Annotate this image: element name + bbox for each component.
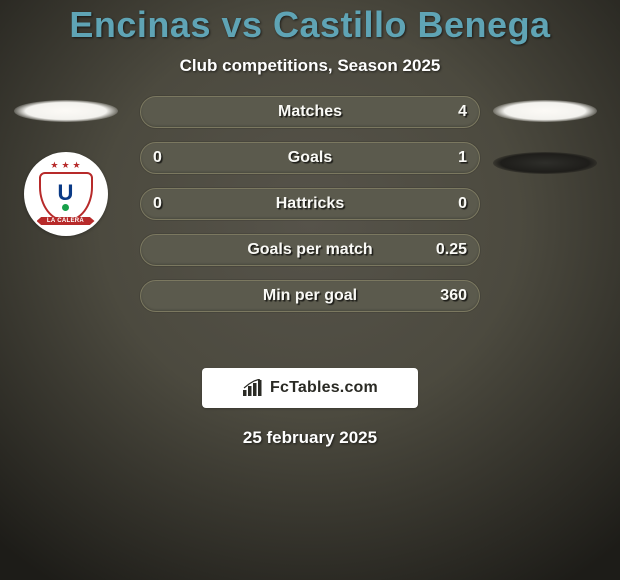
ball-icon	[62, 204, 69, 211]
stat-row: Min per goal 360	[140, 280, 480, 312]
stat-row: 0 Hattricks 0	[140, 188, 480, 220]
right-player-column	[487, 100, 602, 174]
stat-left-value: 0	[153, 143, 162, 173]
club-badge-left: ★ ★ ★ U LA CALERA	[24, 152, 108, 236]
badge-banner: LA CALERA	[37, 217, 95, 225]
stat-right-value: 4	[458, 97, 467, 127]
stat-right-value: 0.25	[436, 235, 467, 265]
stat-label: Hattricks	[276, 195, 344, 213]
star-icon: ★	[50, 161, 58, 170]
badge-letter: U	[58, 183, 74, 203]
stat-label: Goals per match	[247, 241, 372, 259]
club-crest: ★ ★ ★ U LA CALERA	[37, 161, 95, 227]
stat-right-value: 0	[458, 189, 467, 219]
shadow-ellipse-dark	[493, 152, 597, 174]
stat-label: Matches	[278, 103, 342, 121]
stat-right-value: 1	[458, 143, 467, 173]
stat-row: Matches 4	[140, 96, 480, 128]
brand-box: FcTables.com	[202, 368, 418, 408]
stat-row: Goals per match 0.25	[140, 234, 480, 266]
stat-left-value: 0	[153, 189, 162, 219]
star-icon: ★	[61, 161, 69, 170]
stat-right-value: 360	[440, 281, 467, 311]
page-title: Encinas vs Castillo Benega	[0, 4, 620, 46]
subtitle: Club competitions, Season 2025	[0, 56, 620, 76]
shadow-ellipse	[493, 100, 597, 122]
bar-chart-icon	[242, 379, 264, 397]
brand-label: FcTables.com	[270, 379, 378, 397]
comparison-stage: ★ ★ ★ U LA CALERA Matches40Goals10Hattri…	[0, 106, 620, 346]
stat-row: 0 Goals 1	[140, 142, 480, 174]
stat-label: Goals	[288, 149, 332, 167]
shadow-ellipse	[14, 100, 118, 122]
stat-label: Min per goal	[263, 287, 357, 305]
left-player-column: ★ ★ ★ U LA CALERA	[8, 100, 123, 236]
content: Encinas vs Castillo Benega Club competit…	[0, 0, 620, 580]
shield-icon: U	[39, 172, 93, 222]
date-label: 25 february 2025	[0, 428, 620, 448]
stats-rows: Matches 4 0 Goals 1 0 Hattricks 0 Goals per matc…	[140, 96, 480, 312]
star-icon: ★	[73, 161, 81, 170]
